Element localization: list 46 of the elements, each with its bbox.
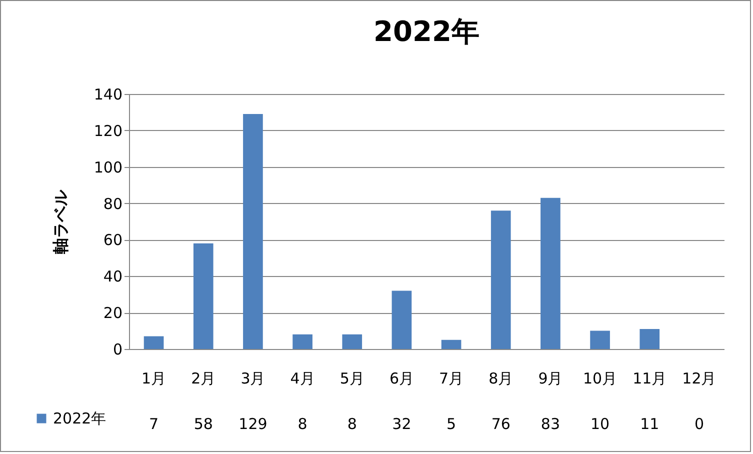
bar: [193, 243, 214, 349]
x-tick-label: 1月: [142, 370, 166, 388]
x-tick-label: 5月: [340, 370, 364, 388]
bar: [540, 198, 560, 349]
y-axis-title: 軸ラベル: [50, 189, 70, 255]
y-tick-label: 80: [103, 194, 122, 213]
bar: [392, 290, 412, 349]
y-tick-label: 120: [94, 122, 122, 140]
data-label: 5: [446, 415, 456, 433]
data-label: 8: [347, 415, 357, 433]
y-tick-label: 0: [112, 340, 122, 358]
legend-label: 2022年: [53, 410, 106, 428]
x-tick-label: 2月: [191, 370, 216, 388]
data-label: 8: [298, 415, 308, 433]
bar: [292, 334, 312, 349]
x-tick-label: 7月: [439, 370, 464, 388]
x-tick-label: 4月: [290, 370, 315, 388]
chart-title: 2022年: [374, 15, 480, 48]
x-tick-label: 12月: [682, 370, 716, 388]
bar: [243, 114, 263, 349]
bar: [342, 334, 362, 349]
x-tick-label: 9月: [538, 370, 563, 388]
bar: [441, 340, 462, 349]
data-label: 76: [491, 415, 510, 433]
x-tick-label: 3月: [240, 370, 266, 388]
data-label: 129: [238, 415, 268, 433]
bar: [590, 330, 610, 349]
y-tick-label: 40: [103, 268, 122, 286]
y-tick-label: 140: [94, 86, 122, 104]
bar: [640, 328, 660, 349]
data-label: 0: [694, 415, 704, 433]
y-tick-label: 60: [103, 231, 122, 250]
bar: [490, 210, 511, 349]
data-label: 58: [194, 415, 213, 433]
data-label: 10: [590, 415, 610, 433]
x-tick-label: 11月: [632, 370, 667, 388]
y-tick-label: 20: [103, 304, 122, 322]
x-tick-label: 6月: [389, 370, 414, 388]
data-label: 83: [540, 415, 560, 433]
x-tick-label: 10月: [582, 370, 618, 388]
data-label: 32: [392, 415, 412, 433]
y-tick-label: 100: [94, 158, 122, 176]
data-label: 11: [640, 415, 660, 433]
data-label: 7: [149, 415, 159, 433]
bar: [144, 336, 164, 349]
x-tick-label: 8月: [488, 370, 514, 388]
